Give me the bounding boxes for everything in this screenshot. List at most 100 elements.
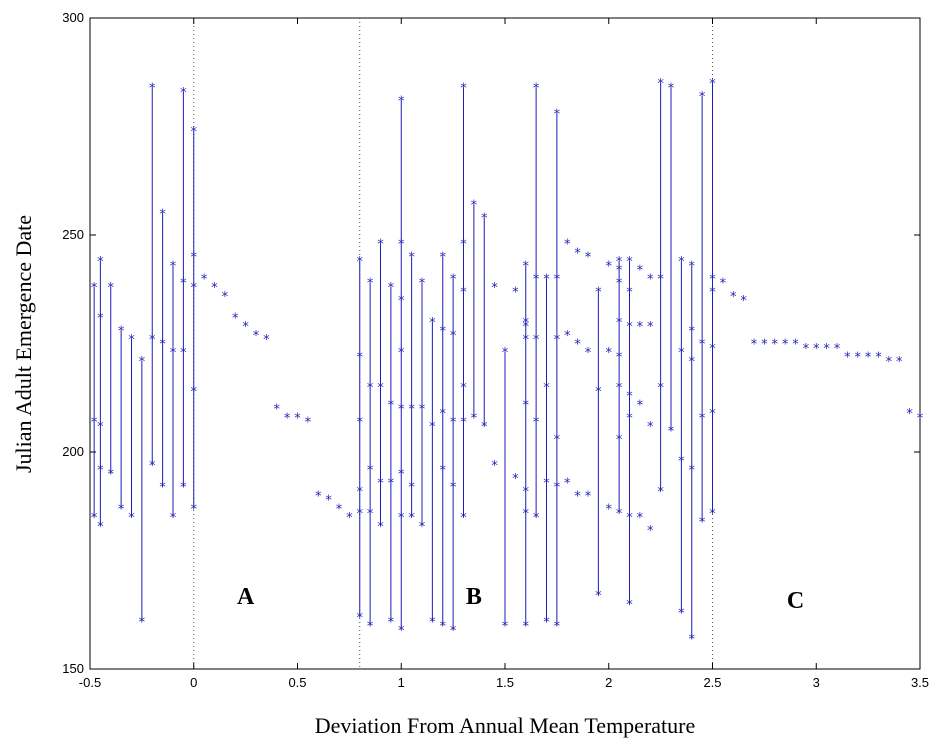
data-point: * <box>678 346 685 361</box>
x-tick-label: -0.5 <box>79 675 101 690</box>
data-point: * <box>460 416 467 431</box>
data-point: * <box>543 615 550 630</box>
data-point: * <box>253 329 260 344</box>
data-point: * <box>616 351 623 366</box>
data-point: * <box>97 255 104 270</box>
data-point: * <box>523 485 530 500</box>
data-point: * <box>377 238 384 253</box>
data-point: * <box>481 420 488 435</box>
data-point: * <box>554 107 561 122</box>
data-point: * <box>440 463 447 478</box>
data-point: * <box>180 277 187 292</box>
data-point: * <box>429 615 436 630</box>
data-point: * <box>689 259 696 274</box>
data-point: * <box>491 281 498 296</box>
x-tick-label: 3 <box>813 675 820 690</box>
data-point: * <box>554 272 561 287</box>
data-point: * <box>709 272 716 287</box>
data-point: * <box>834 342 841 357</box>
data-point: * <box>460 511 467 526</box>
data-point: * <box>315 489 322 504</box>
data-point: * <box>585 346 592 361</box>
region-label-b: B <box>466 584 482 610</box>
data-point: * <box>408 403 415 418</box>
data-point: * <box>523 398 530 413</box>
data-point: * <box>357 507 364 522</box>
data-point: * <box>284 411 291 426</box>
data-point: * <box>377 476 384 491</box>
data-point: * <box>460 381 467 396</box>
data-point: * <box>180 481 187 496</box>
data-point: * <box>554 481 561 496</box>
data-point: * <box>232 311 239 326</box>
data-point: * <box>574 246 581 261</box>
data-point: * <box>709 507 716 522</box>
data-point: * <box>408 511 415 526</box>
data-point: * <box>564 476 571 491</box>
data-point: * <box>709 77 716 92</box>
data-point: * <box>491 459 498 474</box>
data-point: * <box>377 520 384 535</box>
data-point: * <box>855 351 862 366</box>
data-point: * <box>616 316 623 331</box>
data-point: * <box>523 507 530 522</box>
data-point: * <box>574 338 581 353</box>
x-tick-label: 0 <box>190 675 197 690</box>
data-point: * <box>689 355 696 370</box>
data-point: * <box>647 420 654 435</box>
data-point: * <box>128 333 135 348</box>
data-point: * <box>740 294 747 309</box>
data-point: * <box>751 338 758 353</box>
stem-lines <box>93 83 713 639</box>
data-point: * <box>637 264 644 279</box>
data-point: * <box>875 351 882 366</box>
data-point: * <box>263 333 270 348</box>
data-point: * <box>170 259 177 274</box>
data-point: * <box>429 316 436 331</box>
data-point: * <box>388 281 395 296</box>
data-point: * <box>357 255 364 270</box>
data-point: * <box>626 285 633 300</box>
data-point: * <box>689 324 696 339</box>
data-point: * <box>606 259 613 274</box>
data-point: * <box>585 489 592 504</box>
data-point: * <box>471 411 478 426</box>
data-point: * <box>647 320 654 335</box>
data-point: * <box>689 633 696 648</box>
data-point: * <box>170 511 177 526</box>
data-point: * <box>533 416 540 431</box>
data-point: * <box>91 511 98 526</box>
data-point: * <box>543 381 550 396</box>
data-point: * <box>481 212 488 227</box>
region-label-a: A <box>237 584 255 610</box>
data-point: * <box>564 329 571 344</box>
data-point: * <box>657 485 664 500</box>
data-point: * <box>543 272 550 287</box>
data-point: * <box>709 407 716 422</box>
data-point: * <box>637 320 644 335</box>
data-point: * <box>523 316 530 331</box>
data-point: * <box>699 515 706 530</box>
data-point: * <box>616 264 623 279</box>
data-point: * <box>419 277 426 292</box>
data-point: * <box>502 346 509 361</box>
data-point: * <box>159 207 166 222</box>
data-point: * <box>97 311 104 326</box>
x-tick-label: 2 <box>605 675 612 690</box>
data-point: * <box>450 416 457 431</box>
data-point: * <box>377 381 384 396</box>
data-point: * <box>657 272 664 287</box>
data-point: * <box>699 411 706 426</box>
data-point: * <box>408 251 415 266</box>
y-tick-label: 150 <box>62 661 84 676</box>
y-tick-label: 200 <box>62 444 84 459</box>
data-point: * <box>533 272 540 287</box>
data-point: * <box>626 411 633 426</box>
x-axis-label: Deviation From Annual Mean Temperature <box>315 713 696 738</box>
data-point: * <box>626 390 633 405</box>
data-point: * <box>139 355 146 370</box>
data-point: * <box>388 476 395 491</box>
region-labels: A B C <box>237 584 804 614</box>
data-point: * <box>357 485 364 500</box>
data-point: * <box>367 463 374 478</box>
